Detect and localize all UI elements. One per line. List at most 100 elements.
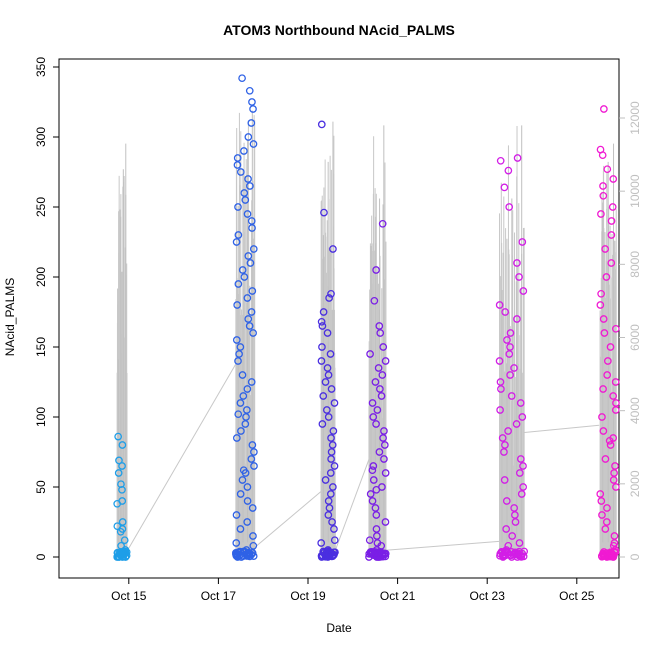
data-point xyxy=(317,539,326,547)
data-point xyxy=(232,511,241,519)
data-point xyxy=(601,525,610,533)
data-point xyxy=(376,329,385,337)
data-point xyxy=(243,483,252,491)
data-point xyxy=(596,145,605,154)
data-point xyxy=(328,441,337,449)
data-point xyxy=(324,371,333,379)
data-point xyxy=(244,175,252,183)
data-point xyxy=(319,308,328,316)
y-tick-label: 100 xyxy=(34,407,48,427)
plot-frame xyxy=(58,58,620,579)
data-point xyxy=(599,315,608,323)
x-tick-label: Oct 19 xyxy=(290,589,326,603)
data-point xyxy=(324,497,333,505)
x-tick-label: Oct 25 xyxy=(559,589,595,603)
data-point xyxy=(376,385,384,393)
data-point xyxy=(321,476,330,484)
data-point xyxy=(244,551,253,559)
x-tick-label: Oct 23 xyxy=(470,589,506,603)
data-point xyxy=(381,469,390,477)
data-point xyxy=(246,259,255,267)
data-point xyxy=(372,420,380,428)
data-point xyxy=(121,552,130,561)
data-point xyxy=(378,371,387,379)
data-point xyxy=(234,357,242,365)
data-point xyxy=(519,552,528,561)
data-point xyxy=(505,350,514,358)
data-point xyxy=(250,448,258,456)
data-point xyxy=(118,441,127,449)
data-point xyxy=(247,378,256,386)
data-point xyxy=(601,245,610,253)
data-point xyxy=(234,410,243,419)
data-point xyxy=(233,154,242,162)
data-point xyxy=(506,371,514,379)
data-point xyxy=(243,294,252,302)
data-point xyxy=(511,518,520,526)
data-point xyxy=(498,434,507,442)
data-point xyxy=(236,343,245,351)
data-point xyxy=(234,280,243,288)
data-point xyxy=(327,385,336,393)
data-point xyxy=(247,550,256,559)
data-point xyxy=(248,98,256,106)
x-tick-label: Oct 17 xyxy=(201,589,237,603)
y-axis-label: NAcid_PALMS xyxy=(3,278,17,356)
data-point xyxy=(516,399,525,407)
data-point xyxy=(596,490,605,498)
data-point xyxy=(244,252,253,260)
y2-tick-label: 2000 xyxy=(628,470,642,497)
data-point xyxy=(368,399,377,407)
data-point xyxy=(369,413,378,421)
data-point xyxy=(114,432,122,441)
data-point xyxy=(118,462,126,470)
data-point xyxy=(247,217,256,225)
data-point xyxy=(517,490,526,498)
data-point xyxy=(366,490,375,498)
data-point xyxy=(511,511,519,519)
data-point xyxy=(117,480,125,489)
data-point xyxy=(365,536,374,545)
data-point xyxy=(610,469,618,477)
data-point xyxy=(249,140,258,148)
data-point xyxy=(319,392,328,400)
data-point xyxy=(375,322,384,330)
data-point xyxy=(115,549,124,558)
data-point xyxy=(607,231,616,239)
data-point xyxy=(502,497,511,505)
data-point xyxy=(515,547,523,556)
data-point xyxy=(374,364,383,372)
data-point xyxy=(379,434,387,442)
data-point xyxy=(330,525,338,533)
data-point xyxy=(239,466,248,475)
data-point xyxy=(234,231,243,239)
data-point xyxy=(373,406,382,414)
data-point xyxy=(243,518,252,526)
data-point xyxy=(512,420,521,428)
data-point xyxy=(366,548,375,556)
data-point xyxy=(380,455,388,463)
data-point xyxy=(324,413,333,421)
data-point xyxy=(233,301,242,309)
data-point xyxy=(502,547,511,556)
y-tick-label: 0 xyxy=(34,553,48,560)
data-point xyxy=(249,541,258,550)
data-point xyxy=(495,357,504,365)
data-point xyxy=(375,448,384,456)
data-point xyxy=(244,315,253,323)
data-point xyxy=(247,455,256,463)
data-point xyxy=(232,550,240,558)
data-point xyxy=(606,343,615,351)
data-point xyxy=(519,287,528,295)
data-point xyxy=(245,86,254,95)
data-point xyxy=(240,189,249,197)
data-point xyxy=(378,219,387,228)
data-point xyxy=(241,420,250,428)
data-point xyxy=(236,525,245,533)
data-point xyxy=(607,259,616,267)
data-point xyxy=(232,238,241,246)
data-point xyxy=(243,385,252,393)
data-point xyxy=(238,266,247,274)
data-point xyxy=(237,427,245,435)
